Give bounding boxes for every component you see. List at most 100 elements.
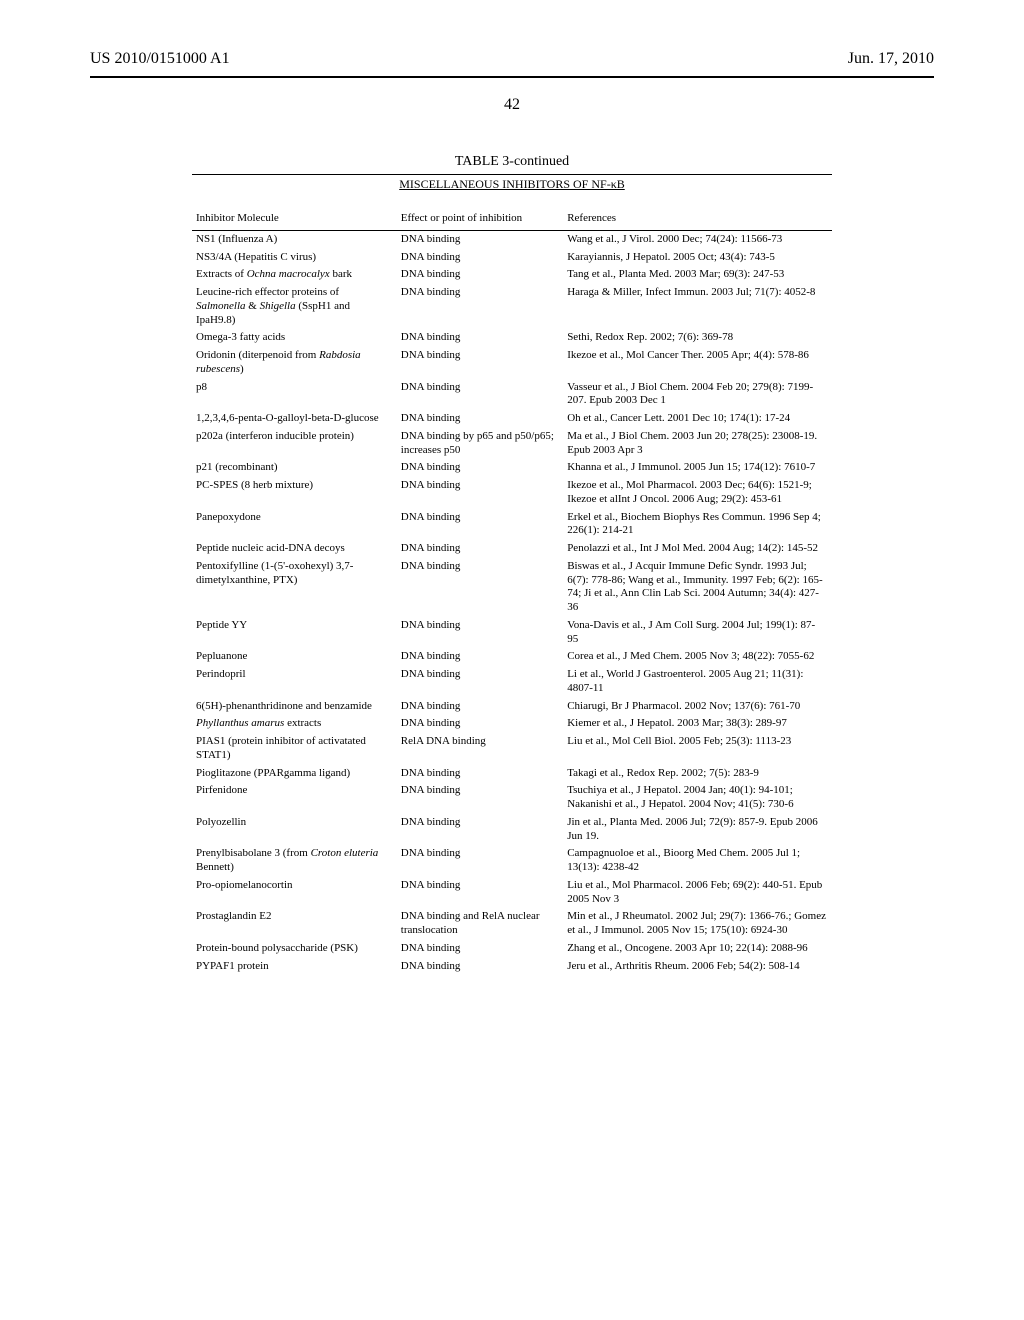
cell-reference: Li et al., World J Gastroenterol. 2005 A… — [563, 666, 832, 698]
cell-effect: DNA binding by p65 and p50/p65; increase… — [397, 428, 563, 460]
cell-reference: Karayiannis, J Hepatol. 2005 Oct; 43(4):… — [563, 249, 832, 267]
table-row: Prenylbisabolane 3 (from Croton eluteria… — [192, 845, 832, 877]
table-row: Pentoxifylline (1-(5'-oxohexyl) 3,7-dime… — [192, 558, 832, 617]
cell-reference: Biswas et al., J Acquir Immune Defic Syn… — [563, 558, 832, 617]
cell-effect: DNA binding — [397, 845, 563, 877]
table-row: NS3/4A (Hepatitis C virus)DNA bindingKar… — [192, 249, 832, 267]
cell-reference: Ma et al., J Biol Chem. 2003 Jun 20; 278… — [563, 428, 832, 460]
cell-reference: Sethi, Redox Rep. 2002; 7(6): 369-78 — [563, 329, 832, 347]
cell-inhibitor: 1,2,3,4,6-penta-O-galloyl-beta-D-glucose — [192, 410, 397, 428]
cell-effect: DNA binding — [397, 782, 563, 814]
table-row: Extracts of Ochna macrocalyx barkDNA bin… — [192, 266, 832, 284]
page: US 2010/0151000 A1 Jun. 17, 2010 42 TABL… — [0, 0, 1024, 1320]
cell-reference: Tang et al., Planta Med. 2003 Mar; 69(3)… — [563, 266, 832, 284]
cell-effect: DNA binding — [397, 266, 563, 284]
cell-effect: DNA binding — [397, 477, 563, 509]
cell-effect: DNA binding — [397, 230, 563, 248]
cell-inhibitor: p202a (interferon inducible protein) — [192, 428, 397, 460]
table-row: 6(5H)-phenanthridinone and benzamideDNA … — [192, 698, 832, 716]
cell-reference: Liu et al., Mol Pharmacol. 2006 Feb; 69(… — [563, 877, 832, 909]
table-row: Phyllanthus amarus extractsDNA bindingKi… — [192, 715, 832, 733]
cell-inhibitor: Prenylbisabolane 3 (from Croton eluteria… — [192, 845, 397, 877]
cell-inhibitor: PYPAF1 protein — [192, 958, 397, 976]
cell-reference: Campagnuoloe et al., Bioorg Med Chem. 20… — [563, 845, 832, 877]
cell-effect: DNA binding — [397, 249, 563, 267]
cell-inhibitor: Pirfenidone — [192, 782, 397, 814]
cell-reference: Ikezoe et al., Mol Cancer Ther. 2005 Apr… — [563, 347, 832, 379]
col-effect: Effect or point of inhibition — [397, 206, 563, 230]
table-row: PerindoprilDNA bindingLi et al., World J… — [192, 666, 832, 698]
cell-inhibitor: Pentoxifylline (1-(5'-oxohexyl) 3,7-dime… — [192, 558, 397, 617]
cell-reference: Kiemer et al., J Hepatol. 2003 Mar; 38(3… — [563, 715, 832, 733]
cell-inhibitor: Panepoxydone — [192, 509, 397, 541]
cell-effect: DNA binding — [397, 648, 563, 666]
cell-reference: Ikezoe et al., Mol Pharmacol. 2003 Dec; … — [563, 477, 832, 509]
cell-inhibitor: Pepluanone — [192, 648, 397, 666]
cell-inhibitor: Oridonin (diterpenoid from Rabdosia rube… — [192, 347, 397, 379]
cell-effect: DNA binding — [397, 698, 563, 716]
cell-effect: DNA binding — [397, 540, 563, 558]
cell-reference: Zhang et al., Oncogene. 2003 Apr 10; 22(… — [563, 940, 832, 958]
cell-effect: DNA binding — [397, 617, 563, 649]
table-row: Oridonin (diterpenoid from Rabdosia rube… — [192, 347, 832, 379]
cell-inhibitor: p8 — [192, 379, 397, 411]
table-subtitle: MISCELLANEOUS INHIBITORS OF NF-κB — [192, 177, 832, 192]
cell-inhibitor: Omega-3 fatty acids — [192, 329, 397, 347]
cell-inhibitor: Phyllanthus amarus extracts — [192, 715, 397, 733]
publication-date: Jun. 17, 2010 — [848, 50, 934, 68]
table-row: Pro-opiomelanocortinDNA bindingLiu et al… — [192, 877, 832, 909]
cell-effect: DNA binding — [397, 558, 563, 617]
cell-inhibitor: Pioglitazone (PPARgamma ligand) — [192, 765, 397, 783]
cell-reference: Chiarugi, Br J Pharmacol. 2002 Nov; 137(… — [563, 698, 832, 716]
cell-reference: Jeru et al., Arthritis Rheum. 2006 Feb; … — [563, 958, 832, 976]
table-row: PirfenidoneDNA bindingTsuchiya et al., J… — [192, 782, 832, 814]
cell-effect: DNA binding — [397, 347, 563, 379]
table-row: Peptide YYDNA bindingVona-Davis et al., … — [192, 617, 832, 649]
table-row: PYPAF1 proteinDNA bindingJeru et al., Ar… — [192, 958, 832, 976]
cell-reference: Vona-Davis et al., J Am Coll Surg. 2004 … — [563, 617, 832, 649]
cell-reference: Min et al., J Rheumatol. 2002 Jul; 29(7)… — [563, 908, 832, 940]
table-row: Prostaglandin E2DNA binding and RelA nuc… — [192, 908, 832, 940]
cell-reference: Liu et al., Mol Cell Biol. 2005 Feb; 25(… — [563, 733, 832, 765]
cell-reference: Vasseur et al., J Biol Chem. 2004 Feb 20… — [563, 379, 832, 411]
cell-inhibitor: NS3/4A (Hepatitis C virus) — [192, 249, 397, 267]
cell-inhibitor: Leucine-rich effector proteins of Salmon… — [192, 284, 397, 329]
table-row: Pioglitazone (PPARgamma ligand)DNA bindi… — [192, 765, 832, 783]
cell-inhibitor: Polyozellin — [192, 814, 397, 846]
cell-effect: DNA binding — [397, 958, 563, 976]
table-row: p202a (interferon inducible protein)DNA … — [192, 428, 832, 460]
page-number: 42 — [90, 96, 934, 114]
cell-inhibitor: PIAS1 (protein inhibitor of activatated … — [192, 733, 397, 765]
cell-effect: DNA binding — [397, 877, 563, 909]
table-row: PanepoxydoneDNA bindingErkel et al., Bio… — [192, 509, 832, 541]
table-row: 1,2,3,4,6-penta-O-galloyl-beta-D-glucose… — [192, 410, 832, 428]
inhibitors-table: Inhibitor Molecule Effect or point of in… — [192, 206, 832, 975]
table-row: PIAS1 (protein inhibitor of activatated … — [192, 733, 832, 765]
cell-reference: Penolazzi et al., Int J Mol Med. 2004 Au… — [563, 540, 832, 558]
table-title: TABLE 3-continued — [192, 154, 832, 170]
publication-number: US 2010/0151000 A1 — [90, 50, 230, 68]
header-rule — [90, 76, 934, 78]
cell-inhibitor: Protein-bound polysaccharide (PSK) — [192, 940, 397, 958]
cell-inhibitor: 6(5H)-phenanthridinone and benzamide — [192, 698, 397, 716]
cell-inhibitor: Extracts of Ochna macrocalyx bark — [192, 266, 397, 284]
cell-effect: DNA binding — [397, 715, 563, 733]
cell-inhibitor: Pro-opiomelanocortin — [192, 877, 397, 909]
cell-inhibitor: Peptide nucleic acid-DNA decoys — [192, 540, 397, 558]
cell-effect: DNA binding — [397, 509, 563, 541]
table-row: Peptide nucleic acid-DNA decoysDNA bindi… — [192, 540, 832, 558]
table-row: PC-SPES (8 herb mixture)DNA bindingIkezo… — [192, 477, 832, 509]
cell-effect: DNA binding — [397, 814, 563, 846]
cell-effect: DNA binding — [397, 666, 563, 698]
cell-inhibitor: Prostaglandin E2 — [192, 908, 397, 940]
table-row: PepluanoneDNA bindingCorea et al., J Med… — [192, 648, 832, 666]
cell-reference: Tsuchiya et al., J Hepatol. 2004 Jan; 40… — [563, 782, 832, 814]
table-body: NS1 (Influenza A)DNA bindingWang et al.,… — [192, 230, 832, 975]
table-row: Protein-bound polysaccharide (PSK)DNA bi… — [192, 940, 832, 958]
cell-reference: Haraga & Miller, Infect Immun. 2003 Jul;… — [563, 284, 832, 329]
table-row: Omega-3 fatty acidsDNA bindingSethi, Red… — [192, 329, 832, 347]
table-row: p21 (recombinant)DNA bindingKhanna et al… — [192, 459, 832, 477]
cell-effect: DNA binding and RelA nuclear translocati… — [397, 908, 563, 940]
cell-reference: Erkel et al., Biochem Biophys Res Commun… — [563, 509, 832, 541]
cell-reference: Corea et al., J Med Chem. 2005 Nov 3; 48… — [563, 648, 832, 666]
